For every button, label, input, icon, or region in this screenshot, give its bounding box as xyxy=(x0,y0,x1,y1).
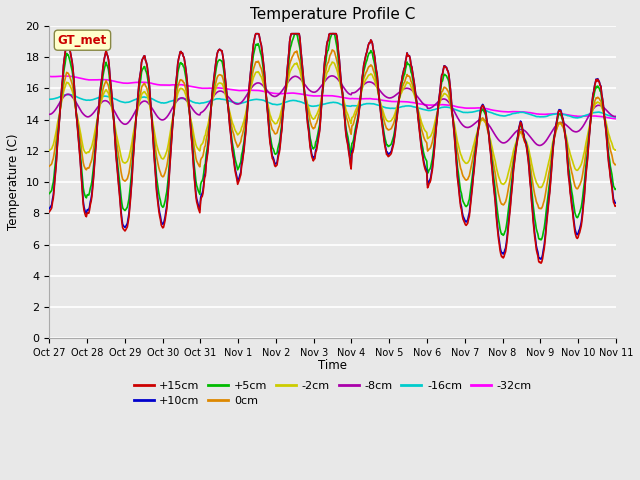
+15cm xyxy=(612,203,620,209)
+5cm xyxy=(56,114,63,120)
-2cm xyxy=(328,59,336,65)
0cm xyxy=(328,47,336,53)
-8cm xyxy=(172,100,179,106)
Y-axis label: Temperature (C): Temperature (C) xyxy=(7,134,20,230)
-2cm xyxy=(114,139,122,144)
+10cm xyxy=(202,170,209,176)
0cm xyxy=(56,112,63,118)
+15cm xyxy=(537,260,545,266)
0cm xyxy=(172,97,179,103)
-16cm xyxy=(202,99,210,105)
-2cm xyxy=(612,147,620,153)
-8cm xyxy=(56,100,63,106)
+10cm xyxy=(114,172,122,178)
+5cm xyxy=(172,89,179,95)
+15cm xyxy=(56,116,63,121)
-16cm xyxy=(67,92,74,97)
0cm xyxy=(202,143,209,148)
+15cm xyxy=(114,175,122,180)
-2cm xyxy=(45,147,53,153)
-32cm xyxy=(60,73,67,79)
Legend: +15cm, +10cm, +5cm, 0cm, -2cm, -8cm, -16cm, -32cm: +15cm, +10cm, +5cm, 0cm, -2cm, -8cm, -16… xyxy=(129,376,536,411)
+15cm xyxy=(403,55,410,61)
-2cm xyxy=(403,81,410,86)
+15cm xyxy=(45,209,53,215)
0cm xyxy=(403,74,410,80)
Text: GT_met: GT_met xyxy=(58,34,107,47)
-8cm xyxy=(536,143,543,148)
-16cm xyxy=(419,107,427,112)
+15cm xyxy=(419,155,427,160)
-8cm xyxy=(403,85,410,91)
-8cm xyxy=(612,113,620,119)
+10cm xyxy=(537,256,545,262)
+10cm xyxy=(45,206,53,212)
X-axis label: Time: Time xyxy=(318,360,347,372)
+5cm xyxy=(45,191,53,196)
+5cm xyxy=(403,63,410,69)
Title: Temperature Profile C: Temperature Profile C xyxy=(250,7,415,22)
-16cm xyxy=(172,97,180,103)
+5cm xyxy=(202,161,209,167)
-2cm xyxy=(202,132,209,138)
0cm xyxy=(114,149,122,155)
-8cm xyxy=(328,73,336,79)
-16cm xyxy=(45,96,53,102)
Line: -16cm: -16cm xyxy=(49,95,616,118)
-32cm xyxy=(56,73,63,79)
Line: 0cm: 0cm xyxy=(49,50,616,209)
+10cm xyxy=(403,55,410,60)
+5cm xyxy=(612,186,620,192)
0cm xyxy=(419,131,427,136)
-16cm xyxy=(403,103,410,109)
Line: -8cm: -8cm xyxy=(49,76,616,145)
-32cm xyxy=(45,73,53,79)
-16cm xyxy=(56,94,63,100)
-8cm xyxy=(114,115,122,120)
+10cm xyxy=(612,200,620,206)
Line: -32cm: -32cm xyxy=(49,76,616,119)
+10cm xyxy=(172,84,179,89)
+15cm xyxy=(252,31,260,36)
Line: -2cm: -2cm xyxy=(49,62,616,188)
-32cm xyxy=(612,116,620,121)
+10cm xyxy=(252,31,260,36)
+10cm xyxy=(419,152,427,158)
-2cm xyxy=(172,100,179,106)
+15cm xyxy=(172,84,179,90)
-8cm xyxy=(419,100,427,106)
Line: +5cm: +5cm xyxy=(49,34,616,240)
0cm xyxy=(537,206,545,212)
+5cm xyxy=(419,145,427,151)
-16cm xyxy=(115,98,122,104)
-32cm xyxy=(115,79,122,85)
+5cm xyxy=(537,237,545,243)
+15cm xyxy=(202,173,209,179)
-32cm xyxy=(172,82,180,88)
-2cm xyxy=(419,123,427,129)
Line: +15cm: +15cm xyxy=(49,34,616,263)
-32cm xyxy=(202,85,210,91)
-8cm xyxy=(45,111,53,117)
-32cm xyxy=(419,101,427,107)
-16cm xyxy=(573,115,581,121)
0cm xyxy=(612,162,620,168)
-16cm xyxy=(612,114,620,120)
-8cm xyxy=(202,106,209,112)
-2cm xyxy=(537,185,545,191)
+10cm xyxy=(56,114,63,120)
-2cm xyxy=(56,110,63,116)
-32cm xyxy=(403,99,410,105)
0cm xyxy=(45,163,53,169)
+5cm xyxy=(291,31,299,36)
Line: +10cm: +10cm xyxy=(49,34,616,259)
+5cm xyxy=(114,164,122,169)
